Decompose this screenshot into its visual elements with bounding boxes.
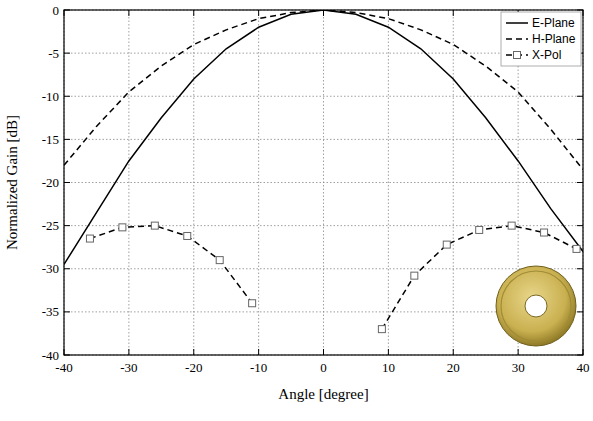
grid-line	[388, 10, 389, 355]
tick-label: 20	[447, 360, 460, 375]
inset-image	[496, 266, 576, 346]
tick	[577, 139, 583, 140]
legend: E-Plane H-Plane X-Pol	[501, 12, 581, 66]
tick	[64, 182, 70, 183]
tick	[258, 10, 259, 16]
grid-line	[64, 268, 583, 269]
marker	[151, 222, 158, 229]
marker	[476, 226, 483, 233]
tick	[64, 268, 70, 269]
tick	[453, 349, 454, 355]
tick	[258, 349, 259, 355]
series-line	[64, 10, 583, 170]
marker	[86, 235, 93, 242]
axis-title: Normalized Gain [dB]	[4, 115, 20, 250]
tick	[323, 10, 324, 16]
disk-ring	[501, 271, 571, 341]
plot-area	[64, 10, 583, 333]
tick-label: -20	[42, 175, 59, 190]
grid-line	[128, 10, 129, 355]
grid-line	[64, 182, 583, 183]
tick	[128, 10, 129, 16]
tick	[64, 96, 70, 97]
legend-label: E-Plane	[532, 16, 575, 30]
grid-line	[64, 96, 583, 97]
legend-label: H-Plane	[532, 32, 576, 46]
tick-label: 0	[320, 360, 327, 375]
legend-label: X-Pol	[532, 48, 561, 62]
tick	[453, 10, 454, 16]
tick-label: -20	[185, 360, 202, 375]
tick-label: -10	[250, 360, 267, 375]
tick	[193, 10, 194, 16]
marker	[184, 232, 191, 239]
marker	[378, 326, 385, 333]
axis-title: Angle [degree]	[278, 386, 368, 402]
tick	[577, 225, 583, 226]
tick-label: -5	[48, 46, 59, 61]
grid-line	[258, 10, 259, 355]
tick	[193, 349, 194, 355]
marker	[249, 300, 256, 307]
tick	[64, 225, 70, 226]
marker	[508, 222, 515, 229]
tick-label: -15	[42, 132, 59, 147]
tick	[577, 182, 583, 183]
marker	[119, 224, 126, 231]
marker	[541, 229, 548, 236]
series-line	[90, 226, 577, 330]
tick-label: 10	[382, 360, 395, 375]
tick-label: -10	[42, 89, 59, 104]
tick	[577, 311, 583, 312]
legend-swatch	[506, 38, 528, 40]
tick	[388, 349, 389, 355]
marker	[411, 272, 418, 279]
disk-hole	[525, 295, 547, 317]
tick	[128, 349, 129, 355]
legend-box	[501, 12, 581, 66]
tick	[577, 96, 583, 97]
tick-label: -30	[120, 360, 137, 375]
tick-label: -30	[42, 261, 59, 276]
tick	[323, 349, 324, 355]
marker	[443, 241, 450, 248]
chart: -40-30-20-10010203040-40-35-30-25-20-15-…	[0, 0, 593, 421]
tick-label: 0	[53, 3, 60, 18]
tick-label: -25	[42, 218, 59, 233]
tick	[577, 268, 583, 269]
disk	[496, 266, 576, 346]
legend-marker	[514, 52, 521, 59]
tick	[518, 349, 519, 355]
grid-line	[64, 139, 583, 140]
marker	[573, 245, 580, 252]
legend-swatch	[506, 22, 528, 24]
tick-label: -35	[42, 304, 59, 319]
tick-label: 40	[577, 360, 590, 375]
marker	[216, 257, 223, 264]
plot-frame	[64, 10, 583, 355]
tick	[388, 10, 389, 16]
tick	[64, 53, 70, 54]
tick-label: -40	[42, 348, 59, 363]
tick	[64, 139, 70, 140]
tick-label: 30	[512, 360, 525, 375]
tick	[64, 311, 70, 312]
